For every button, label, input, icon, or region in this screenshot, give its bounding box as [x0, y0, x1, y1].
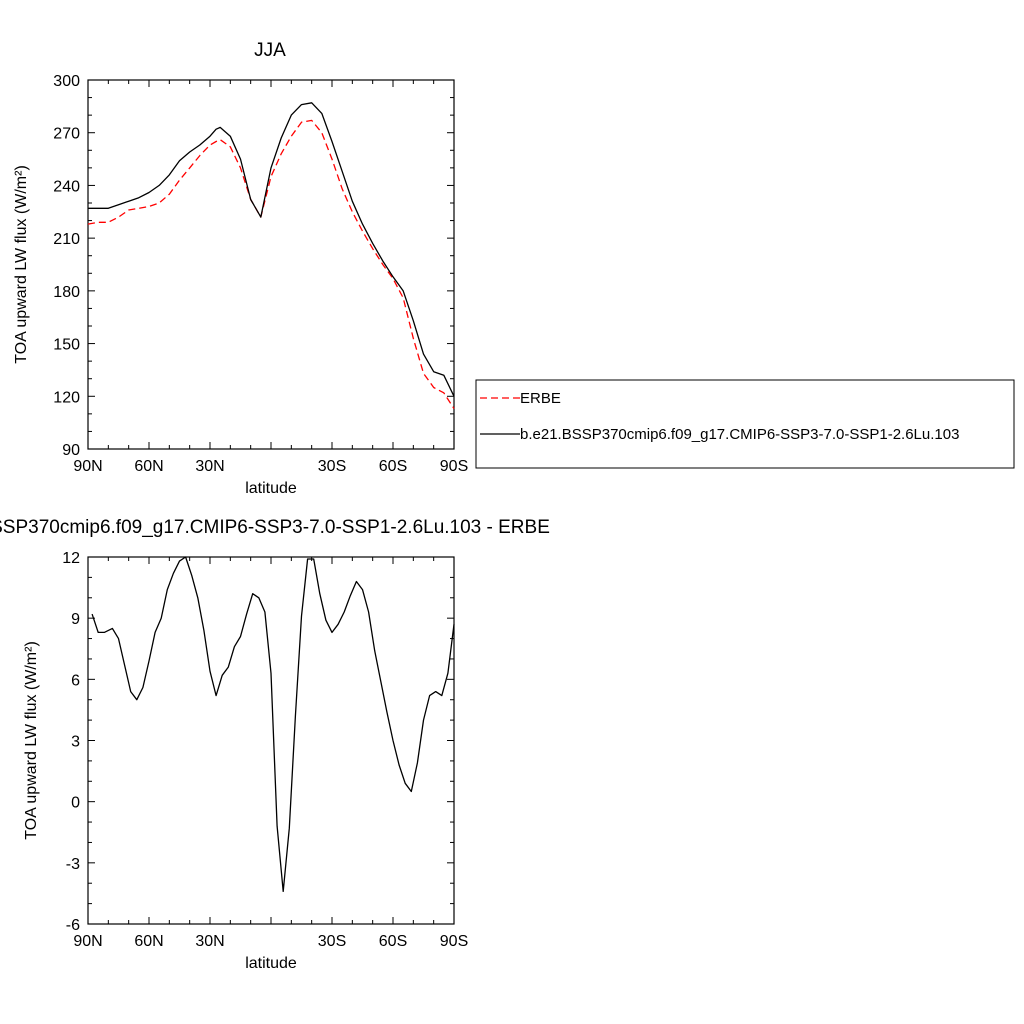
- x-tick-label: 30S: [318, 933, 346, 950]
- y-tick-label: 90: [62, 442, 80, 459]
- x-tick-label: 90N: [73, 933, 102, 950]
- y-tick-label: 120: [53, 389, 80, 406]
- x-tick-label: 60N: [134, 933, 163, 950]
- y-tick-label: 6: [71, 672, 80, 689]
- x-tick-label: 30N: [195, 458, 224, 475]
- y-tick-label: 210: [53, 231, 80, 248]
- x-tick-label: 60S: [379, 458, 407, 475]
- y-axis-label: TOA upward LW flux (W/m²): [23, 641, 40, 840]
- series-line-1: [88, 102, 455, 397]
- chart-title: JJA: [254, 40, 286, 61]
- y-tick-label: 240: [53, 178, 80, 195]
- y-tick-label: 9: [71, 611, 80, 628]
- x-axis-label: latitude: [245, 480, 297, 497]
- legend-box: [475, 379, 1015, 469]
- top-panel: 90N 60N 30N 30S 60S 90S 90 120 150 180 210 240 270 30…: [13, 40, 468, 497]
- x-axis-label: latitude: [245, 955, 297, 972]
- legend-label: ERBE: [520, 390, 561, 407]
- series-line-0: [91, 556, 455, 893]
- x-tick-label: 30N: [195, 933, 224, 950]
- x-tick-label: 60N: [134, 458, 163, 475]
- series-line-0: [87, 119, 455, 409]
- legend: ERBE b.e21.BSSP370cmip6.f09_g17.CMIP6-SSP…: [475, 379, 1015, 469]
- x-tick-label: 90S: [440, 458, 468, 475]
- y-tick-label: 0: [71, 795, 80, 812]
- x-tick-label: 60S: [379, 933, 407, 950]
- bottom-panel: 90N 60N 30N 30S 60S 90S -6 -3 0 3 6 9 12 latitude TOA …: [0, 517, 550, 972]
- y-tick-label: 180: [53, 284, 80, 301]
- x-tick-label: 90S: [440, 933, 468, 950]
- legend-label: b.e21.BSSP370cmip6.f09_g17.CMIP6-SSP3-7.…: [520, 426, 959, 443]
- y-tick-label: 3: [71, 734, 80, 751]
- plot-frame: [87, 79, 455, 450]
- plot-frame: [87, 556, 455, 925]
- y-tick-label: -3: [66, 856, 80, 873]
- y-tick-label: 270: [53, 126, 80, 143]
- chart-title: SSP370cmip6.f09_g17.CMIP6-SSP3-7.0-SSP1-…: [0, 517, 550, 538]
- x-tick-label: 30S: [318, 458, 346, 475]
- y-tick-label: 150: [53, 337, 80, 354]
- y-axis-label: TOA upward LW flux (W/m²): [13, 165, 30, 364]
- x-tick-label: 90N: [73, 458, 102, 475]
- y-tick-label: 12: [62, 550, 80, 567]
- y-tick-label: 300: [53, 73, 80, 90]
- y-tick-label: -6: [66, 917, 80, 934]
